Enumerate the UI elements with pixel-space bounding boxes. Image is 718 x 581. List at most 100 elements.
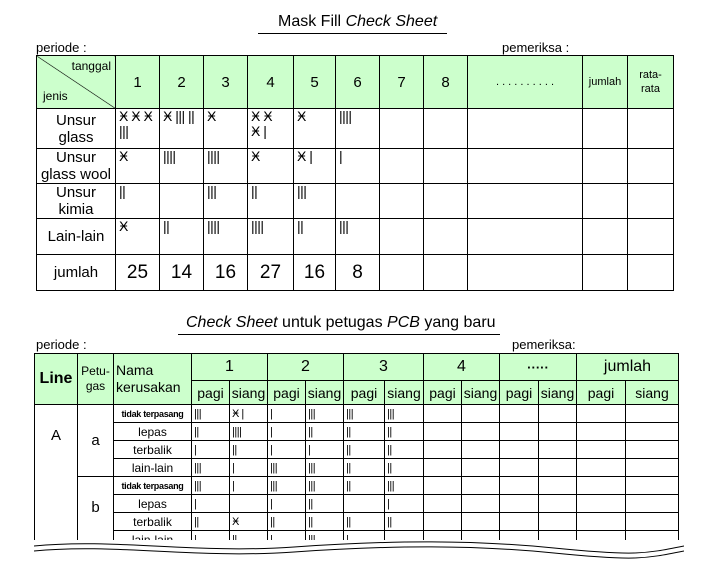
tally-cell (229, 494, 268, 513)
sheet2-title: Check Sheet untuk petugas PCB yang baru (178, 314, 500, 335)
col-header: 4 (247, 55, 294, 109)
tally-cell (582, 183, 628, 219)
tally-cell (625, 440, 679, 459)
tally-cell: Ӿ Ӿ Ӿ ||| (115, 108, 160, 149)
kerusakan-label: terbalik (113, 440, 192, 459)
jumlah-cell: 14 (159, 254, 204, 291)
shift-siang: siang (229, 380, 268, 405)
tally-cell: ||| (384, 404, 424, 423)
tally-cell: | (335, 148, 380, 184)
pcb-check-sheet: Line Petu- gas Nama kerusakan 1 2 3 4 ··… (34, 353, 679, 567)
tally-cell: | (267, 404, 306, 423)
corner-jenis: jenis (43, 89, 68, 103)
day-header-dots: ····· (499, 353, 577, 381)
torn-edge (34, 540, 684, 581)
tally-cell: || (343, 458, 385, 477)
jumlah-cell: 16 (203, 254, 248, 291)
col-header-rata-rata: rata- rata (627, 55, 674, 109)
tally-cell: Ӿ | (293, 148, 336, 184)
col-header: 5 (293, 55, 336, 109)
col-header-jumlah: jumlah (582, 55, 628, 109)
sheet1-title: Mask Fill Check Sheet (258, 13, 448, 34)
row-label: Unsur glass (36, 108, 116, 149)
col-header: 7 (379, 55, 424, 109)
tally-cell (538, 494, 577, 513)
col-header: 1 (115, 55, 160, 109)
tally-cell (423, 183, 468, 219)
row-label: Unsur glass wool (36, 148, 116, 184)
tally-cell (538, 422, 577, 441)
tally-cell (582, 108, 628, 149)
tally-cell: || (159, 218, 204, 255)
tally-cell: || (384, 512, 424, 531)
shift-pagi: pagi (343, 380, 385, 405)
tally-cell (423, 512, 462, 531)
sheet1-row: Unsur glass Ӿ Ӿ Ӿ ||| Ӿ ||| || Ӿ Ӿ Ӿ Ӿ | Ӿ |||… (36, 108, 674, 149)
tally-cell (461, 476, 500, 495)
jumlah-cell: 25 (115, 254, 160, 291)
jumlah-cell: 16 (293, 254, 336, 291)
mask-fill-check-sheet: tanggal jenis 1 2 3 4 5 6 7 8 . . . . . … (36, 55, 674, 291)
tally-cell (379, 183, 424, 219)
col-header: 6 (335, 55, 380, 109)
tally-cell: || (384, 458, 424, 477)
row-label: jumlah (36, 254, 116, 291)
defect-row: lepas | | || | (35, 494, 679, 513)
jumlah-cell (582, 254, 628, 291)
tally-cell: Ӿ ||| || (159, 108, 204, 149)
header-petugas: Petu- gas (77, 353, 114, 405)
line-a: A (34, 404, 78, 567)
tally-cell (423, 218, 468, 255)
tally-cell (538, 476, 577, 495)
row-label: Unsur kimia (36, 183, 116, 219)
tally-cell: Ӿ (293, 108, 336, 149)
col-header: 8 (423, 55, 468, 109)
tally-cell (576, 476, 626, 495)
tally-cell: |||| (335, 108, 380, 149)
tally-cell: || (343, 422, 385, 441)
kerusakan-label: lain-lain (113, 458, 192, 477)
tally-cell: || (384, 422, 424, 441)
tally-cell: || (191, 512, 230, 531)
tally-cell (461, 512, 500, 531)
tally-cell (499, 440, 539, 459)
sheet1-row: Lain-lain Ӿ || |||| |||| || ||| (36, 218, 674, 255)
day-header: 2 (267, 353, 344, 381)
shift-pagi: pagi (499, 380, 539, 405)
day-header-jumlah: jumlah (576, 353, 679, 381)
tally-cell: || (305, 512, 344, 531)
tally-cell (576, 458, 626, 477)
day-header: 3 (343, 353, 424, 381)
tally-cell: Ӿ (115, 218, 160, 255)
tally-cell (467, 218, 583, 255)
tally-cell (461, 458, 500, 477)
corner-header: tanggal jenis (36, 55, 116, 109)
tally-cell (461, 494, 500, 513)
jumlah-cell (379, 254, 424, 291)
jumlah-cell: 8 (335, 254, 380, 291)
tally-cell (461, 404, 500, 423)
corner-tanggal: tanggal (71, 59, 111, 73)
shift-siang: siang (538, 380, 577, 405)
tally-cell: ||| (305, 458, 344, 477)
tally-cell (461, 422, 500, 441)
tally-cell: || (305, 422, 344, 441)
tally-cell: |||| (203, 148, 248, 184)
tally-cell (576, 404, 626, 423)
shift-siang: siang (625, 380, 679, 405)
shift-pagi: pagi (267, 380, 306, 405)
tally-cell: Ӿ Ӿ Ӿ | (247, 108, 294, 149)
tally-cell: Ӿ | (229, 404, 268, 423)
tally-cell: || (293, 218, 336, 255)
tally-cell (538, 512, 577, 531)
tally-cell: |||| (247, 218, 294, 255)
tally-cell (582, 218, 628, 255)
tally-cell (499, 476, 539, 495)
tally-cell: | (229, 458, 268, 477)
kerusakan-label: tidak terpasang (113, 404, 192, 423)
tally-cell (576, 512, 626, 531)
tally-cell (625, 512, 679, 531)
tally-cell (625, 422, 679, 441)
row-label: Lain-lain (36, 218, 116, 255)
shift-siang: siang (305, 380, 344, 405)
